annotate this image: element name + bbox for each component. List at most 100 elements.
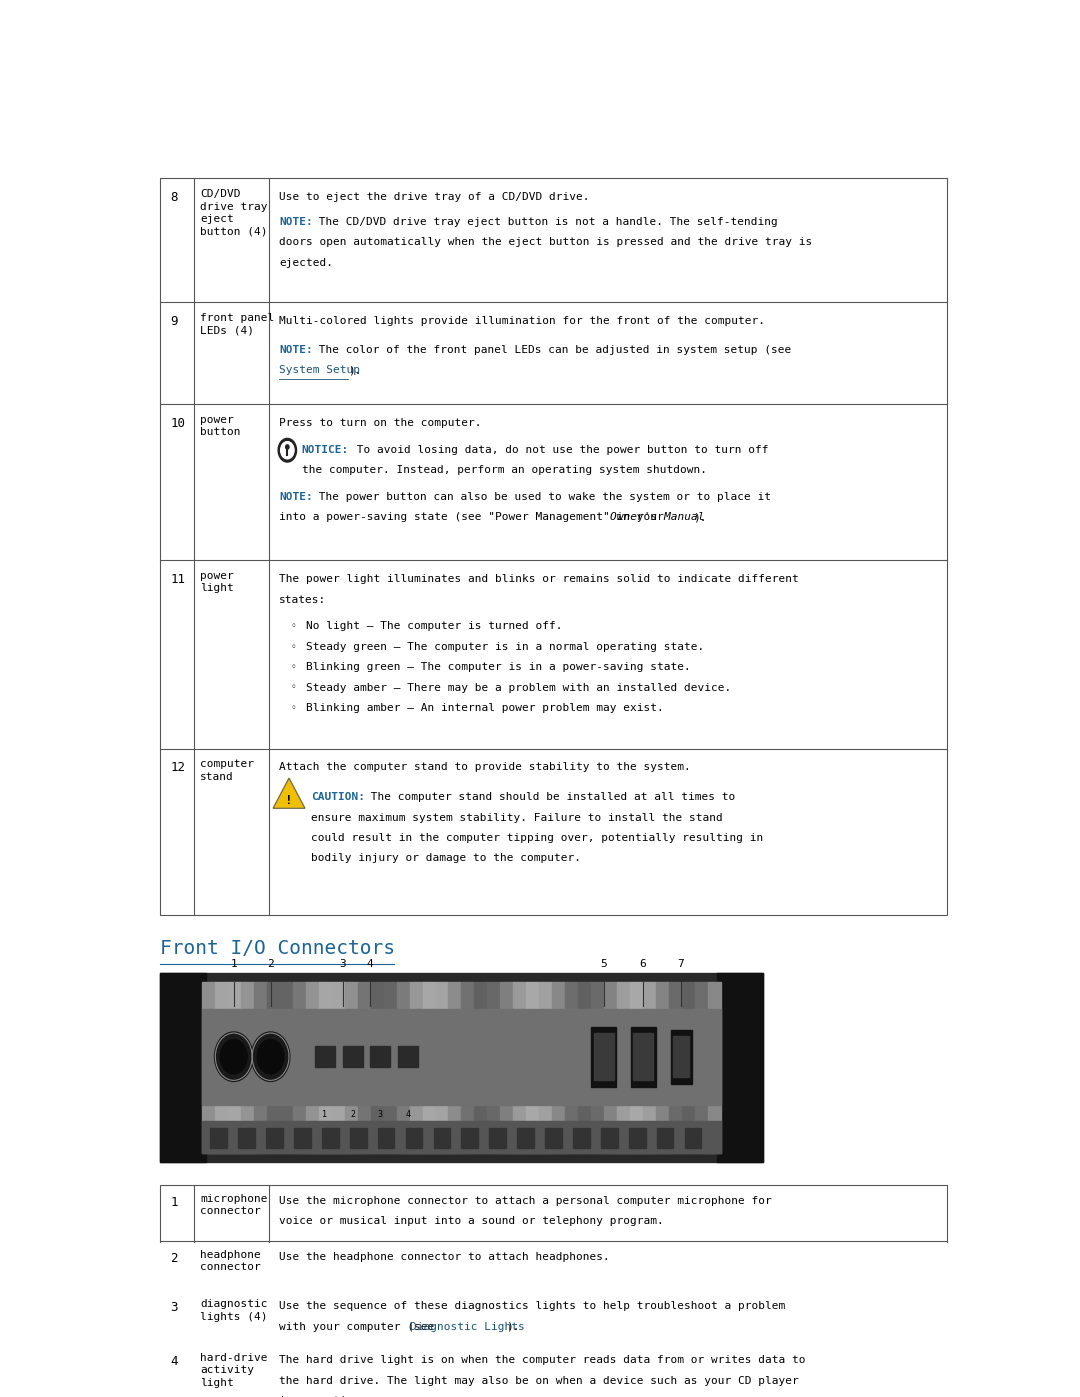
Text: headphone
connector: headphone connector [200, 1250, 261, 1273]
Bar [293, 982, 306, 1153]
Bar [631, 1027, 656, 1087]
Bar [487, 982, 500, 1153]
Bar [306, 982, 319, 1153]
Bar [370, 982, 383, 1153]
Text: the hard drive. The light may also be on when a device such as your CD player: the hard drive. The light may also be on… [279, 1376, 799, 1386]
Text: Use the microphone connector to attach a personal computer microphone for: Use the microphone connector to attach a… [279, 1196, 772, 1206]
Bar [600, 1129, 618, 1147]
Bar [211, 1129, 227, 1147]
Bar [280, 982, 293, 1153]
Text: No light — The computer is turned off.: No light — The computer is turned off. [306, 622, 563, 631]
Bar [322, 1129, 339, 1147]
Text: Steady amber — There may be a problem with an installed device.: Steady amber — There may be a problem wi… [306, 683, 731, 693]
Bar [673, 1037, 689, 1077]
Text: computer
stand: computer stand [200, 760, 254, 782]
Bar [545, 1129, 562, 1147]
Bar [202, 982, 215, 1153]
Bar [461, 982, 474, 1153]
Text: ◦: ◦ [291, 641, 297, 651]
Bar [397, 1046, 418, 1067]
Text: NOTE:: NOTE: [279, 492, 313, 502]
Bar [370, 1046, 390, 1067]
Text: !: ! [285, 795, 293, 807]
Text: bodily injury or damage to the computer.: bodily injury or damage to the computer. [311, 854, 581, 863]
Bar [526, 982, 539, 1153]
Circle shape [220, 1039, 247, 1074]
Text: NOTE:: NOTE: [279, 345, 313, 355]
Text: The color of the front panel LEDs can be adjusted in system setup (see: The color of the front panel LEDs can be… [312, 345, 792, 355]
Bar [685, 1129, 701, 1147]
Bar [396, 982, 409, 1153]
Text: 5: 5 [600, 958, 607, 970]
Bar [315, 1046, 335, 1067]
Text: Blinking amber — An internal power problem may exist.: Blinking amber — An internal power probl… [306, 703, 663, 712]
Bar [332, 982, 345, 1153]
Text: 4: 4 [171, 1355, 177, 1368]
Text: 7: 7 [677, 958, 684, 970]
Bar [409, 982, 422, 1153]
Bar [630, 982, 643, 1153]
Bar [160, 974, 206, 1161]
Text: NOTE:: NOTE: [279, 217, 313, 226]
Text: voice or musical input into a sound or telephony program.: voice or musical input into a sound or t… [279, 1217, 664, 1227]
Bar [202, 1120, 720, 1153]
Text: ensure maximum system stability. Failure to install the stand: ensure maximum system stability. Failure… [311, 813, 723, 823]
Text: power
light: power light [200, 571, 234, 594]
Bar [681, 982, 694, 1153]
Text: into a power-saving state (see "Power Management" in your: into a power-saving state (see "Power Ma… [279, 513, 671, 522]
Text: Front I/O Connectors: Front I/O Connectors [160, 939, 395, 958]
Text: could result in the computer tipping over, potentially resulting in: could result in the computer tipping ove… [311, 833, 762, 842]
Bar [342, 1046, 363, 1067]
Text: 2: 2 [171, 1252, 177, 1264]
Bar [573, 1129, 590, 1147]
Bar [629, 1129, 646, 1147]
Text: diagnostic
lights (4): diagnostic lights (4) [200, 1299, 268, 1322]
Bar [552, 982, 565, 1153]
Bar [345, 982, 357, 1153]
Bar [517, 1129, 534, 1147]
Text: ).: ). [693, 513, 706, 522]
Bar [435, 982, 448, 1153]
Text: ◦: ◦ [291, 622, 297, 631]
Bar [266, 1129, 283, 1147]
Bar [591, 982, 604, 1153]
Text: The power light illuminates and blinks or remains solid to indicate different: The power light illuminates and blinks o… [279, 574, 799, 584]
Text: with your computer (see: with your computer (see [279, 1322, 441, 1331]
Text: The CD/DVD drive tray eject button is not a handle. The self-tending: The CD/DVD drive tray eject button is no… [312, 217, 779, 226]
Text: The computer stand should be installed at all times to: The computer stand should be installed a… [364, 792, 734, 802]
Text: Steady green — The computer is in a normal operating state.: Steady green — The computer is in a norm… [306, 641, 704, 651]
Circle shape [252, 1032, 289, 1081]
Text: The power button can also be used to wake the system or to place it: The power button can also be used to wak… [312, 492, 771, 502]
Text: 3: 3 [378, 1111, 382, 1119]
Text: To avoid losing data, do not use the power button to turn off: To avoid losing data, do not use the pow… [350, 444, 769, 455]
Text: 1: 1 [230, 958, 238, 970]
Bar [319, 982, 332, 1153]
Text: ejected.: ejected. [279, 258, 333, 268]
Circle shape [279, 439, 297, 462]
Text: Multi-colored lights provide illumination for the front of the computer.: Multi-colored lights provide illuminatio… [279, 316, 765, 326]
Text: Use to eject the drive tray of a CD/DVD drive.: Use to eject the drive tray of a CD/DVD … [279, 193, 590, 203]
Bar [513, 982, 526, 1153]
Text: 2: 2 [267, 958, 274, 970]
Text: 4: 4 [405, 1111, 410, 1119]
Circle shape [257, 1039, 284, 1074]
Text: hard-drive
activity
light: hard-drive activity light [200, 1354, 268, 1387]
Text: Attach the computer stand to provide stability to the system.: Attach the computer stand to provide sta… [279, 763, 691, 773]
Text: doors open automatically when the eject button is pressed and the drive tray is: doors open automatically when the eject … [279, 237, 812, 247]
Bar [594, 1032, 613, 1080]
Bar [461, 1129, 478, 1147]
Text: the computer. Instead, perform an operating system shutdown.: the computer. Instead, perform an operat… [301, 465, 706, 475]
Text: ).: ). [505, 1322, 519, 1331]
Text: states:: states: [279, 595, 326, 605]
Text: 8: 8 [171, 191, 177, 204]
Bar [422, 982, 435, 1153]
Text: Diagnostic Lights: Diagnostic Lights [409, 1322, 524, 1331]
Text: 10: 10 [171, 418, 185, 430]
Bar [591, 1027, 617, 1087]
Bar [578, 982, 591, 1153]
Text: ◦: ◦ [291, 703, 297, 712]
Bar [489, 1129, 507, 1147]
Text: 1: 1 [171, 1196, 177, 1208]
Text: Use the headphone connector to attach headphones.: Use the headphone connector to attach he… [279, 1252, 610, 1261]
Text: power
button: power button [200, 415, 241, 437]
